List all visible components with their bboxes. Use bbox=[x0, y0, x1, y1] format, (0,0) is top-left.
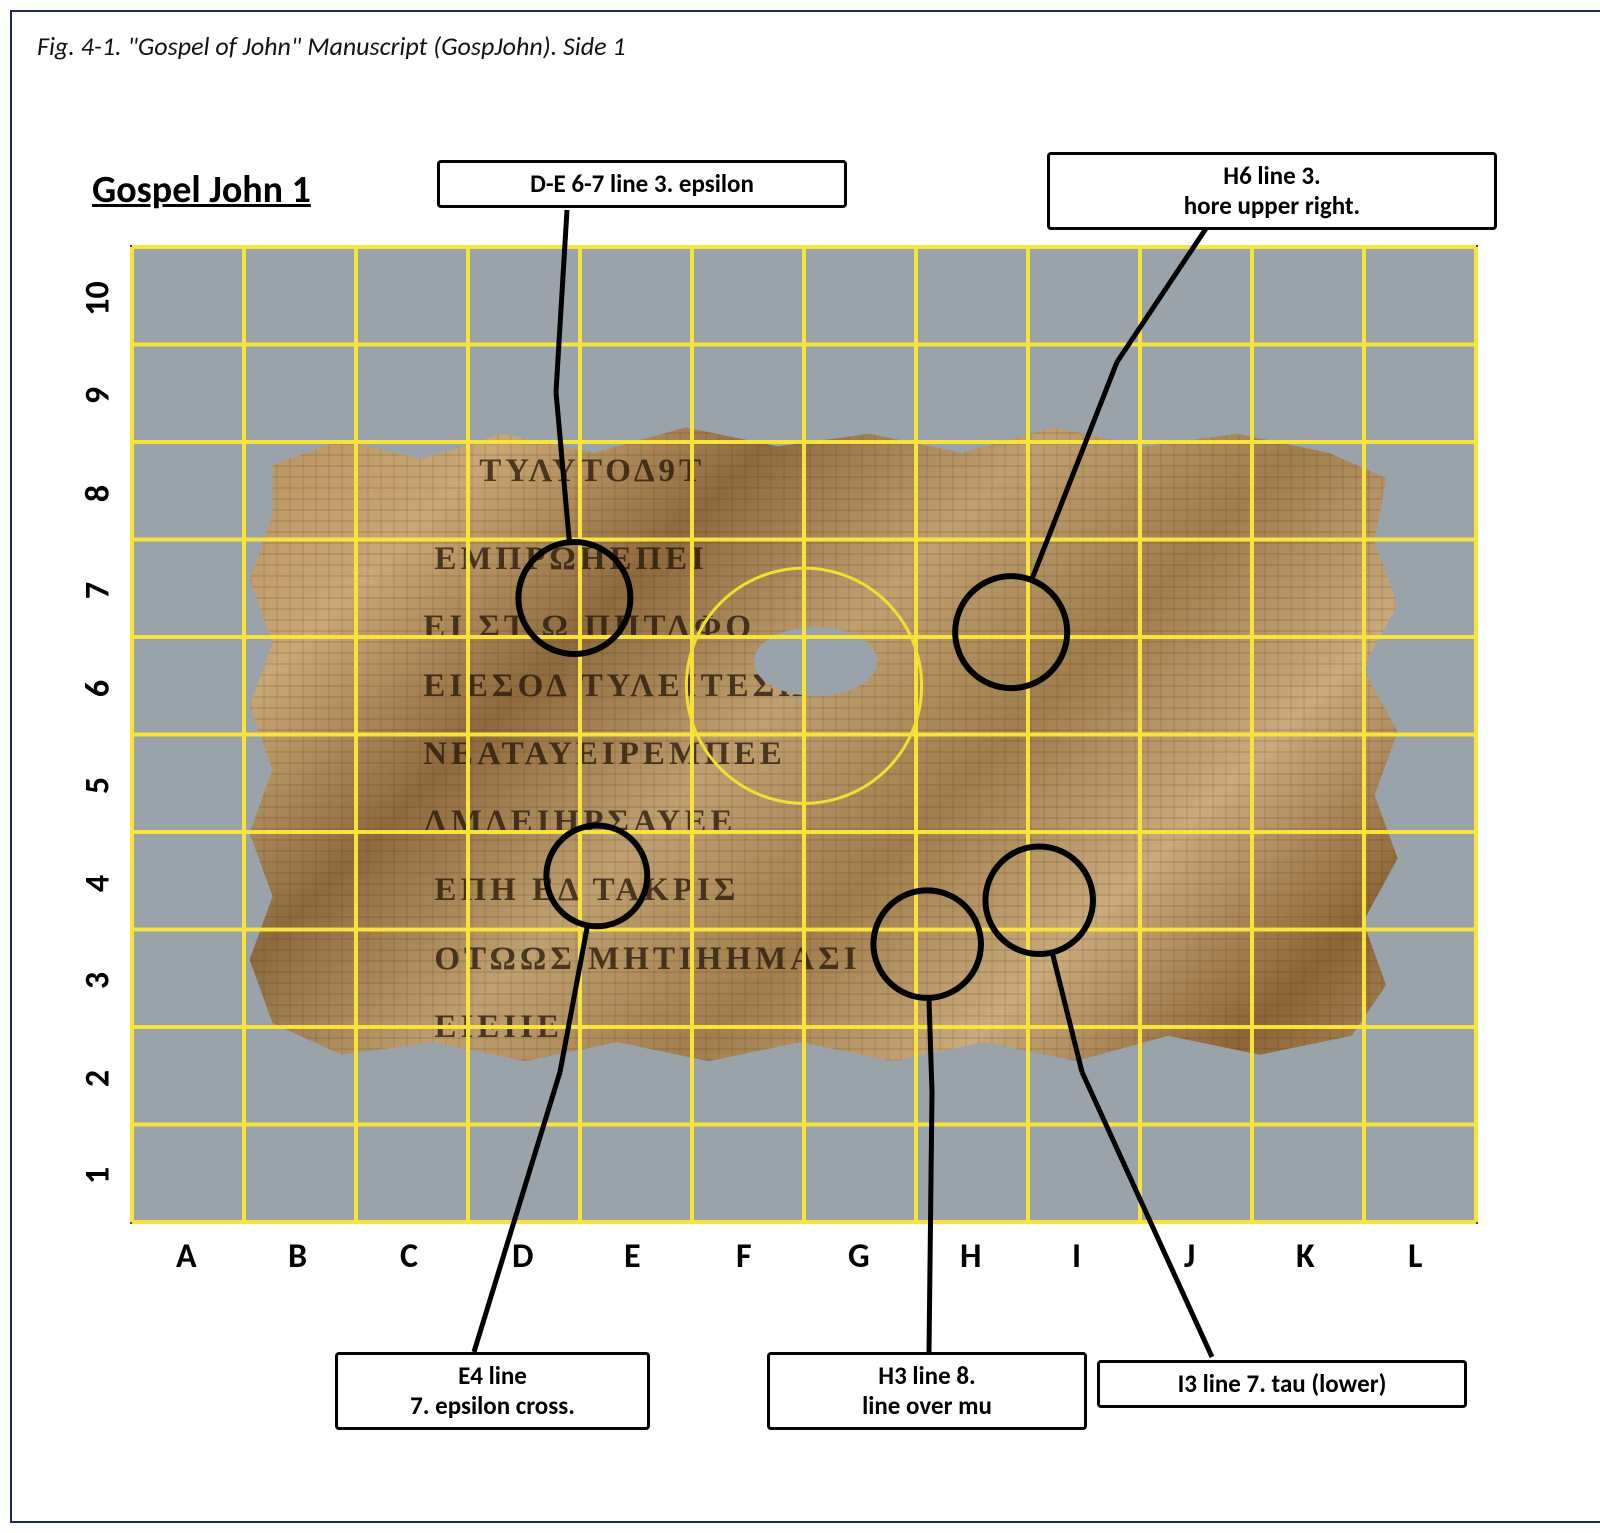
x-axis-label: H bbox=[960, 1236, 981, 1277]
annotation-leader bbox=[929, 998, 932, 1092]
y-axis-label: 8 bbox=[78, 475, 119, 511]
y-axis-label: 7 bbox=[78, 573, 119, 609]
y-axis-label: 1 bbox=[78, 1158, 119, 1194]
annotation-circle bbox=[985, 846, 1093, 954]
y-axis-label: 9 bbox=[78, 378, 119, 414]
x-axis-label: C bbox=[400, 1236, 418, 1277]
x-axis-label: I bbox=[1072, 1236, 1081, 1277]
annotation-callout-h3: H3 line 8. line over mu bbox=[767, 1352, 1087, 1430]
y-axis-label: 5 bbox=[78, 768, 119, 804]
x-axis-label: E bbox=[624, 1236, 641, 1277]
annotation-leader bbox=[560, 925, 588, 1072]
annotation-circle bbox=[955, 576, 1067, 688]
annotation-leader bbox=[474, 1072, 560, 1352]
y-axis-label: 4 bbox=[78, 865, 119, 901]
annotation-leader bbox=[1082, 1072, 1212, 1357]
annotation-leader bbox=[556, 210, 567, 392]
y-axis-label: 2 bbox=[78, 1060, 119, 1096]
x-axis-label: D bbox=[512, 1236, 533, 1277]
x-axis-label: F bbox=[736, 1236, 752, 1277]
grid-overlay-svg bbox=[12, 12, 1600, 1525]
annotation-callout-de67: D-E 6-7 line 3. epsilon bbox=[437, 160, 847, 208]
annotation-leader bbox=[556, 392, 569, 542]
figure-page: Fig. 4-1. "Gospel of John" Manuscript (G… bbox=[10, 10, 1600, 1523]
annotation-callout-e4: E4 line7. epsilon cross. bbox=[335, 1352, 650, 1430]
x-axis-label: G bbox=[848, 1236, 870, 1277]
annotation-leader bbox=[1052, 952, 1082, 1072]
x-axis-label: K bbox=[1296, 1236, 1315, 1277]
annotation-leader bbox=[1032, 362, 1117, 580]
annotation-callout-h6: H6 line 3. hore upper right. bbox=[1047, 152, 1497, 230]
x-axis-label: A bbox=[176, 1236, 197, 1277]
annotation-callout-i3: I3 line 7. tau (lower) bbox=[1097, 1360, 1467, 1408]
annotation-leader bbox=[929, 1092, 932, 1352]
y-axis-label: 3 bbox=[78, 963, 119, 999]
x-axis-label: B bbox=[288, 1236, 307, 1277]
x-axis-label: J bbox=[1184, 1236, 1195, 1277]
x-axis-label: L bbox=[1408, 1236, 1422, 1277]
y-axis-label: 10 bbox=[78, 280, 119, 316]
annotation-circle bbox=[873, 890, 981, 998]
annotation-circle bbox=[546, 825, 647, 926]
y-axis-label: 6 bbox=[78, 670, 119, 706]
